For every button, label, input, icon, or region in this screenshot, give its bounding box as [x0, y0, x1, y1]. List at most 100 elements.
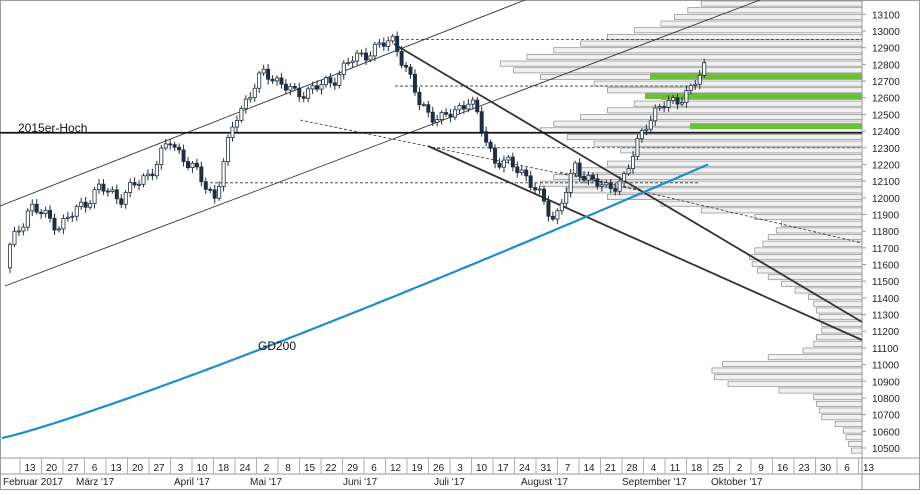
x-tick-label: 28: [626, 463, 638, 474]
volume-profile-bar: [553, 174, 863, 180]
candle-body: [546, 200, 551, 217]
candle-body: [199, 166, 204, 183]
volume-profile-bar: [513, 67, 863, 74]
candle-body: [301, 96, 306, 99]
candle-body: [114, 189, 119, 200]
volume-profile-bar: [722, 360, 863, 367]
highlight-zone: [650, 73, 862, 80]
volume-profile-bar: [633, 27, 863, 34]
candle-body: [631, 155, 636, 170]
candle-body: [119, 198, 124, 205]
volume-profile-bar: [802, 347, 863, 354]
highlight-zone: [690, 123, 862, 130]
candle-body: [65, 216, 70, 219]
volume-profile-bar: [593, 140, 863, 147]
y-tick-label: 13000: [872, 27, 900, 38]
x-month-label: Juli '17: [434, 477, 465, 488]
candle-body: [145, 173, 150, 177]
candle-body: [252, 87, 257, 98]
candle-body: [21, 226, 26, 232]
y-tick-label: 12900: [872, 44, 900, 55]
x-tick-label: 13: [110, 463, 122, 474]
volume-profile-bar: [794, 287, 863, 294]
x-tick-label: 10: [196, 463, 208, 474]
candle-body: [212, 189, 217, 199]
candle-body: [25, 210, 30, 228]
candle-body: [181, 149, 186, 162]
volume-profile-bar: [813, 394, 863, 401]
candle-body: [484, 131, 489, 143]
x-tick-label: 15: [304, 463, 316, 474]
candle-body: [83, 201, 88, 208]
candle-body: [608, 182, 613, 189]
x-tick-label: 13: [863, 463, 875, 474]
x-tick-label: 17: [497, 463, 509, 474]
volume-profile-bar: [767, 274, 863, 281]
candle-body: [688, 85, 693, 91]
x-tick-label: 2: [737, 463, 743, 474]
candle-body: [470, 99, 475, 105]
volume-profile-bar: [633, 100, 863, 107]
y-tick-label: 10500: [872, 444, 900, 455]
candle-body: [297, 87, 302, 98]
candle-body: [635, 138, 640, 157]
candle-body: [408, 66, 413, 75]
candle-body: [266, 68, 271, 80]
candle-body: [528, 175, 533, 188]
candle-body: [595, 178, 600, 187]
candle-body: [475, 99, 480, 113]
candle-body: [421, 104, 426, 107]
volume-profile-bar: [754, 247, 863, 254]
volume-profile-bar: [566, 134, 863, 140]
volume-profile-bar: [808, 294, 863, 301]
candle-body: [283, 83, 288, 91]
candle-body: [141, 175, 146, 185]
candle-body: [622, 173, 627, 182]
candle-body: [163, 143, 168, 149]
volume-profile-bar: [660, 20, 863, 27]
highlight-zone: [645, 93, 862, 100]
candle-body: [377, 42, 382, 45]
candle-body: [550, 215, 555, 220]
candle-body: [657, 106, 662, 109]
candle-body: [105, 190, 110, 193]
y-tick-label: 11500: [872, 277, 900, 288]
candle-body: [653, 107, 658, 122]
candle-body: [43, 210, 48, 215]
x-tick-label: 18: [691, 463, 703, 474]
x-tick-label: 16: [777, 463, 789, 474]
candle-body: [355, 52, 360, 62]
x-tick-label: 6: [844, 463, 850, 474]
candle-body: [457, 105, 462, 111]
x-month-label: März '17: [76, 477, 114, 488]
high-2015-label: 2015er-Hoch: [18, 121, 87, 135]
candle-body: [639, 130, 644, 139]
volume-profile-bar: [711, 367, 863, 374]
candle-body: [390, 35, 395, 42]
candle-body: [243, 98, 248, 109]
volume-profile-bar: [848, 440, 863, 447]
candle-body: [533, 187, 538, 191]
candle-body: [48, 210, 53, 219]
y-tick-label: 12800: [872, 60, 900, 71]
candle-body: [448, 113, 453, 118]
y-tick-label: 13100: [872, 10, 900, 21]
x-tick-label: 21: [605, 463, 617, 474]
candle-body: [346, 62, 351, 65]
x-tick-label: 20: [46, 463, 58, 474]
candle-body: [479, 111, 484, 132]
candle-body: [137, 183, 142, 186]
candle-body: [444, 112, 449, 115]
candle-body: [363, 52, 368, 61]
y-tick-label: 12400: [872, 127, 900, 138]
candle-body: [257, 72, 262, 89]
candle-body: [386, 40, 391, 47]
y-tick-label: 11400: [872, 294, 900, 305]
x-tick-label: 14: [583, 463, 595, 474]
x-tick-label: 8: [285, 463, 291, 474]
candle-body: [177, 146, 182, 151]
volume-profile-bar: [727, 380, 863, 387]
volume-profile-bar: [778, 387, 863, 394]
candle-body: [16, 230, 21, 233]
candle-body: [559, 202, 564, 212]
